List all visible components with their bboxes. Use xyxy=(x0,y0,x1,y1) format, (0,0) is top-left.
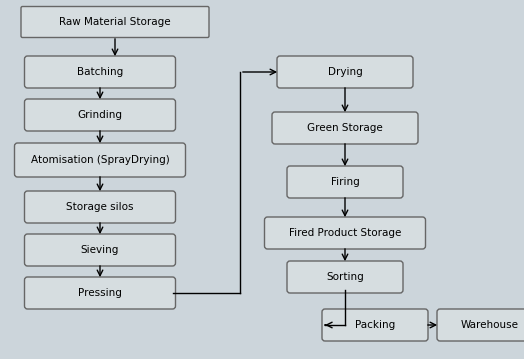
FancyBboxPatch shape xyxy=(265,217,425,249)
FancyBboxPatch shape xyxy=(15,143,185,177)
FancyBboxPatch shape xyxy=(25,191,176,223)
Text: Sorting: Sorting xyxy=(326,272,364,282)
FancyBboxPatch shape xyxy=(277,56,413,88)
Text: Drying: Drying xyxy=(328,67,363,77)
FancyBboxPatch shape xyxy=(322,309,428,341)
Text: Warehouse: Warehouse xyxy=(461,320,519,330)
Text: Grinding: Grinding xyxy=(78,110,123,120)
FancyBboxPatch shape xyxy=(437,309,524,341)
Text: Packing: Packing xyxy=(355,320,395,330)
FancyBboxPatch shape xyxy=(287,261,403,293)
Text: Fired Product Storage: Fired Product Storage xyxy=(289,228,401,238)
FancyBboxPatch shape xyxy=(287,166,403,198)
Text: Atomisation (SprayDrying): Atomisation (SprayDrying) xyxy=(30,155,169,165)
FancyBboxPatch shape xyxy=(25,234,176,266)
Text: Green Storage: Green Storage xyxy=(307,123,383,133)
FancyBboxPatch shape xyxy=(25,56,176,88)
Text: Storage silos: Storage silos xyxy=(66,202,134,212)
FancyBboxPatch shape xyxy=(25,99,176,131)
Text: Firing: Firing xyxy=(331,177,359,187)
Text: Raw Material Storage: Raw Material Storage xyxy=(59,17,171,27)
FancyBboxPatch shape xyxy=(21,6,209,37)
Text: Pressing: Pressing xyxy=(78,288,122,298)
Text: Sieving: Sieving xyxy=(81,245,119,255)
FancyBboxPatch shape xyxy=(272,112,418,144)
FancyBboxPatch shape xyxy=(25,277,176,309)
Text: Batching: Batching xyxy=(77,67,123,77)
